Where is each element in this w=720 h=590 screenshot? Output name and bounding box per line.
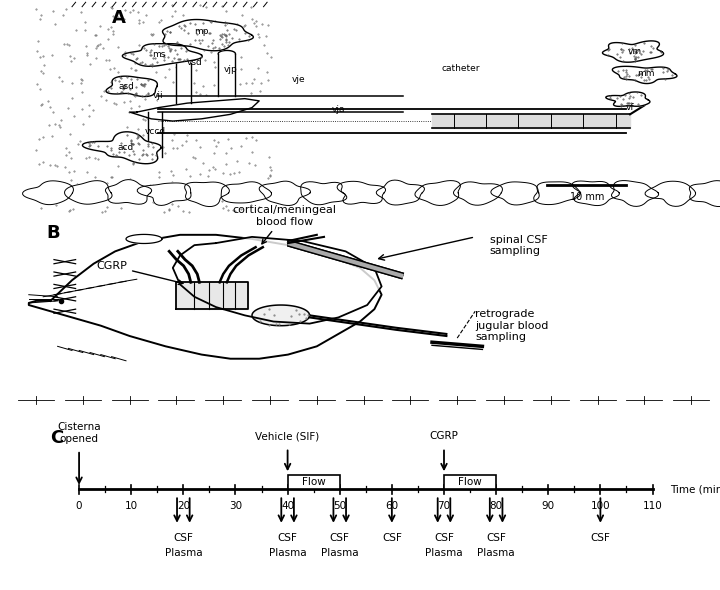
Text: CSF: CSF [174, 533, 193, 543]
Polygon shape [176, 283, 248, 309]
Polygon shape [689, 181, 720, 206]
Text: C: C [50, 428, 63, 447]
Text: Plasma: Plasma [426, 549, 463, 559]
Polygon shape [252, 305, 310, 326]
Bar [444, 475, 496, 489]
Text: vsd: vsd [186, 58, 202, 67]
Polygon shape [259, 181, 310, 205]
Polygon shape [454, 182, 503, 205]
Text: cortical/meningeal
blood flow: cortical/meningeal blood flow [233, 205, 336, 244]
Text: A: A [112, 9, 125, 27]
Polygon shape [163, 19, 253, 51]
Polygon shape [22, 181, 73, 205]
Polygon shape [603, 41, 664, 62]
Text: 60: 60 [385, 502, 398, 512]
Text: CSF: CSF [278, 533, 297, 543]
Text: ms: ms [152, 50, 165, 59]
Text: 30: 30 [229, 502, 242, 512]
Polygon shape [173, 237, 382, 323]
Text: spinal CSF
sampling: spinal CSF sampling [490, 235, 547, 257]
Text: Flow: Flow [302, 477, 325, 487]
Text: vji: vji [153, 91, 163, 100]
Polygon shape [491, 182, 539, 205]
Text: 100: 100 [590, 502, 611, 512]
Text: CGRP: CGRP [96, 261, 183, 284]
Text: vm: vm [628, 47, 642, 55]
Polygon shape [106, 76, 158, 97]
Polygon shape [611, 181, 659, 206]
Text: asd: asd [118, 82, 134, 91]
Text: 50: 50 [333, 502, 346, 512]
Text: acd: acd [118, 143, 134, 152]
Text: Plasma: Plasma [269, 549, 307, 559]
Polygon shape [645, 181, 696, 206]
Text: vjp: vjp [223, 65, 238, 74]
Text: CSF: CSF [590, 533, 611, 543]
Polygon shape [377, 180, 425, 205]
Text: B: B [47, 225, 60, 242]
Polygon shape [612, 66, 677, 84]
Polygon shape [572, 181, 619, 205]
Text: 80: 80 [490, 502, 503, 512]
Text: vccd: vccd [144, 127, 166, 136]
Polygon shape [105, 179, 152, 204]
Text: retrograde
jugular blood
sampling: retrograde jugular blood sampling [475, 309, 549, 342]
Text: CSF: CSF [434, 533, 454, 543]
Text: 70: 70 [438, 502, 451, 512]
Polygon shape [184, 182, 230, 206]
Polygon shape [301, 182, 347, 205]
Text: 90: 90 [541, 502, 555, 512]
Text: Plasma: Plasma [165, 549, 202, 559]
Polygon shape [138, 183, 191, 205]
Text: mm: mm [637, 69, 654, 78]
Text: 40: 40 [281, 502, 294, 512]
Polygon shape [122, 44, 202, 66]
Polygon shape [130, 99, 259, 121]
Polygon shape [606, 92, 650, 106]
Text: vja: vja [332, 106, 345, 114]
Text: vf: vf [626, 103, 634, 112]
Text: CSF: CSF [330, 533, 350, 543]
Polygon shape [65, 181, 112, 204]
Text: Plasma: Plasma [321, 549, 359, 559]
Polygon shape [221, 182, 271, 203]
Text: catheter: catheter [441, 64, 480, 73]
Polygon shape [415, 181, 460, 205]
Text: Vehicle (SIF): Vehicle (SIF) [256, 431, 320, 441]
Polygon shape [126, 234, 162, 244]
Text: 10 mm: 10 mm [570, 192, 604, 202]
Text: 0: 0 [76, 502, 82, 512]
Polygon shape [337, 181, 385, 204]
Bar [287, 475, 340, 489]
Text: Plasma: Plasma [477, 549, 515, 559]
Text: mp: mp [194, 27, 209, 36]
Text: Cisterna
opened: Cisterna opened [58, 422, 101, 444]
Text: Time (min): Time (min) [670, 484, 720, 494]
Text: 20: 20 [177, 502, 190, 512]
Text: vje: vje [292, 75, 305, 84]
Polygon shape [82, 132, 161, 163]
Text: 10: 10 [125, 502, 138, 512]
Text: CGRP: CGRP [430, 431, 459, 441]
Text: Flow: Flow [458, 477, 482, 487]
Text: 110: 110 [643, 502, 662, 512]
Polygon shape [534, 182, 580, 205]
Text: CSF: CSF [382, 533, 402, 543]
Text: CSF: CSF [486, 533, 506, 543]
Polygon shape [29, 235, 382, 359]
